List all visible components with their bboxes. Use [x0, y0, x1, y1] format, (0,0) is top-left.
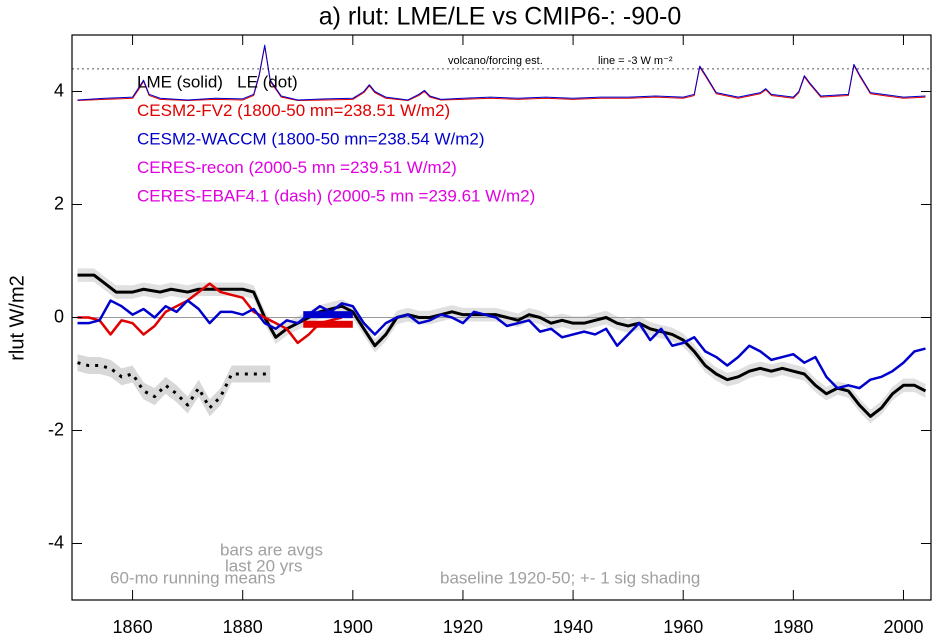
legend-entry: LME (solid) LE (dot) — [137, 72, 298, 91]
chart-title: a) rlut: LME/LE vs CMIP6-: -90-0 — [319, 3, 682, 31]
annotation: volcano/forcing est. — [448, 55, 543, 67]
series-line — [77, 282, 343, 345]
x-tick-label: 1960 — [663, 617, 703, 637]
x-tick-label: 2000 — [883, 617, 923, 637]
x-tick-label: 1920 — [443, 617, 483, 637]
x-tick-label: 1980 — [773, 617, 813, 637]
series-line — [77, 44, 926, 101]
annotation: baseline 1920-50; +- 1 sig shading — [440, 568, 700, 587]
avg-bar — [303, 311, 353, 319]
legend-entry: CESM2-WACCM (1800-50 mn=238.54 W/m2) — [137, 129, 485, 148]
legend-entry: CESM2-FV2 (1800-50 mn=238.51 W/m2) — [137, 101, 450, 120]
y-tick-label: 2 — [54, 193, 64, 213]
x-tick-label: 1900 — [333, 617, 373, 637]
annotation: last 20 yrs — [225, 556, 302, 575]
avg-bar — [303, 320, 353, 328]
legend-entry: CERES-recon (2000-5 mn =239.51 W/m2) — [137, 158, 457, 177]
y-axis-label: rlut W/m2 — [6, 275, 28, 361]
annotation: bars are avgs — [220, 540, 323, 559]
annotation: line = -3 W m⁻² — [598, 55, 673, 67]
series-line — [77, 273, 927, 418]
y-tick-label: -2 — [48, 419, 64, 439]
legend-entry: CERES-EBAF4.1 (dash) (2000-5 mn =239.61 … — [137, 186, 535, 205]
x-tick-label: 1880 — [223, 617, 263, 637]
annotation: 60-mo running means — [110, 568, 275, 587]
y-tick-label: 4 — [54, 80, 64, 100]
x-tick-label: 1940 — [553, 617, 593, 637]
y-tick-label: -4 — [48, 532, 64, 552]
y-tick-label: 0 — [54, 306, 64, 326]
sigma-shading — [77, 354, 271, 417]
x-tick-label: 1860 — [113, 617, 153, 637]
series-line — [77, 45, 926, 102]
series-line — [77, 299, 926, 390]
